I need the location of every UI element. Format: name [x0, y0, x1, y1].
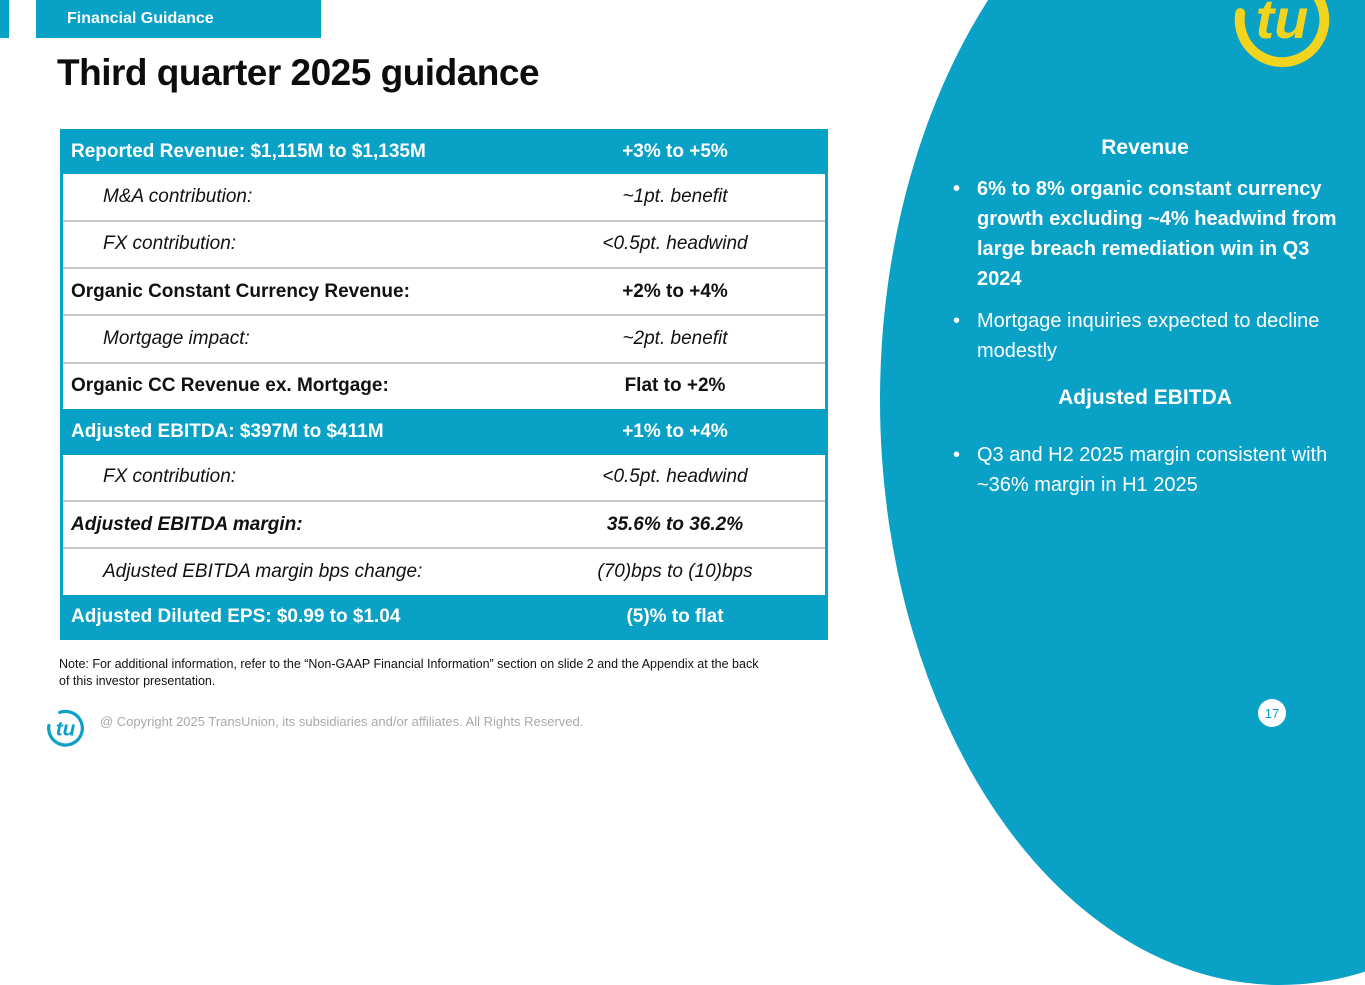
row-label: M&A contribution: — [103, 186, 253, 208]
bullet-icon: • — [953, 444, 961, 466]
table-row: Adjusted Diluted EPS: $0.99 to $1.04 (5)%… — [63, 594, 825, 640]
transunion-logo-icon: tu — [1228, 0, 1336, 72]
bullet-icon: • — [953, 178, 961, 200]
side-panel-heading: Revenue — [1101, 136, 1189, 159]
footer-logo-tu-text: tu — [56, 717, 76, 740]
bullet-text: Mortgage inquiries expected to decline m… — [977, 310, 1320, 362]
row-label: Adjusted Diluted EPS: $0.99 to $1.04 — [71, 606, 401, 628]
category-tab: Financial Guidance — [36, 0, 321, 38]
table-row: FX contribution: <0.5pt. headwind — [63, 455, 825, 500]
bullet-text: Q3 and H2 2025 margin consistent with ~3… — [977, 444, 1328, 496]
page-title: Third quarter 2025 guidance — [57, 52, 540, 93]
row-value: +3% to +5% — [622, 140, 728, 162]
bullet-item: • Q3 and H2 2025 margin consistent with ~… — [950, 440, 1345, 500]
bullet-text: 6% to 8% organic constant currency growt… — [977, 178, 1337, 290]
row-label: Organic Constant Currency Revenue: — [71, 280, 410, 302]
row-value: +1% to +4% — [622, 420, 728, 442]
row-label: Reported Revenue: $1,115M to $1,135M — [71, 140, 426, 162]
row-value: 35.6% to 36.2% — [606, 513, 744, 535]
side-panel-heading: Adjusted EBITDA — [1058, 386, 1232, 409]
table-row: Adjusted EBITDA margin: 35.6% to 36.2% — [63, 499, 825, 547]
row-label: Organic CC Revenue ex. Mortgage: — [71, 375, 389, 397]
side-panel: Revenue • 6% to 8% organic constant curren… — [950, 136, 1345, 512]
row-label: Adjusted EBITDA margin bps change: — [103, 560, 423, 582]
footnote-line-2: of this investor presentation. — [59, 674, 216, 688]
category-tab-label: Financial Guidance — [67, 10, 214, 27]
row-label: Mortgage impact: — [103, 328, 250, 350]
row-label: Adjusted EBITDA: $397M to $411M — [71, 420, 384, 442]
copyright-text: @ Copyright 2025 TransUnion, its subsidi… — [100, 714, 584, 729]
footnote: Note: For additional information, refer … — [59, 656, 799, 690]
footnote-line-1: Note: For additional information, refer … — [59, 657, 759, 671]
row-label: Adjusted EBITDA margin: — [71, 513, 303, 535]
row-value: <0.5pt. headwind — [602, 466, 748, 488]
guidance-table: Reported Revenue: $1,115M to $1,135M +3% … — [60, 129, 828, 640]
table-row: Mortgage impact: ~2pt. benefit — [63, 314, 825, 361]
table-row: Adjusted EBITDA: $397M to $411M +1% to +4… — [63, 409, 825, 455]
row-value: +2% to +4% — [622, 280, 728, 302]
table-row: Adjusted EBITDA margin bps change: (70)bp… — [63, 547, 825, 594]
table-row: FX contribution: <0.5pt. headwind — [63, 219, 825, 267]
table-row: Reported Revenue: $1,115M to $1,135M +3% … — [63, 129, 825, 175]
row-value: (70)bps to (10)bps — [597, 560, 753, 582]
bullet-item: • Mortgage inquiries expected to decline … — [950, 306, 1345, 366]
logo-tu-text: tu — [1256, 0, 1309, 50]
row-value: (5)% to flat — [626, 606, 724, 628]
page-number: 17 — [1264, 705, 1280, 721]
footer-transunion-logo-icon: tu — [44, 706, 87, 749]
table-row: M&A contribution: ~1pt. benefit — [63, 174, 825, 219]
slide-edge-accent — [0, 0, 9, 38]
table-row: Organic Constant Currency Revenue: +2% to… — [63, 267, 825, 314]
row-value: Flat to +2% — [624, 375, 726, 397]
page-number-badge: 17 — [1258, 699, 1286, 727]
table-row: Organic CC Revenue ex. Mortgage: Flat to … — [63, 361, 825, 409]
row-value: <0.5pt. headwind — [602, 233, 748, 255]
row-label: FX contribution: — [103, 466, 237, 488]
row-value: ~2pt. benefit — [622, 328, 728, 350]
bullet-item: • 6% to 8% organic constant currency grow… — [950, 174, 1345, 294]
row-value: ~1pt. benefit — [622, 186, 728, 208]
row-label: FX contribution: — [103, 233, 237, 255]
bullet-icon: • — [953, 310, 961, 332]
